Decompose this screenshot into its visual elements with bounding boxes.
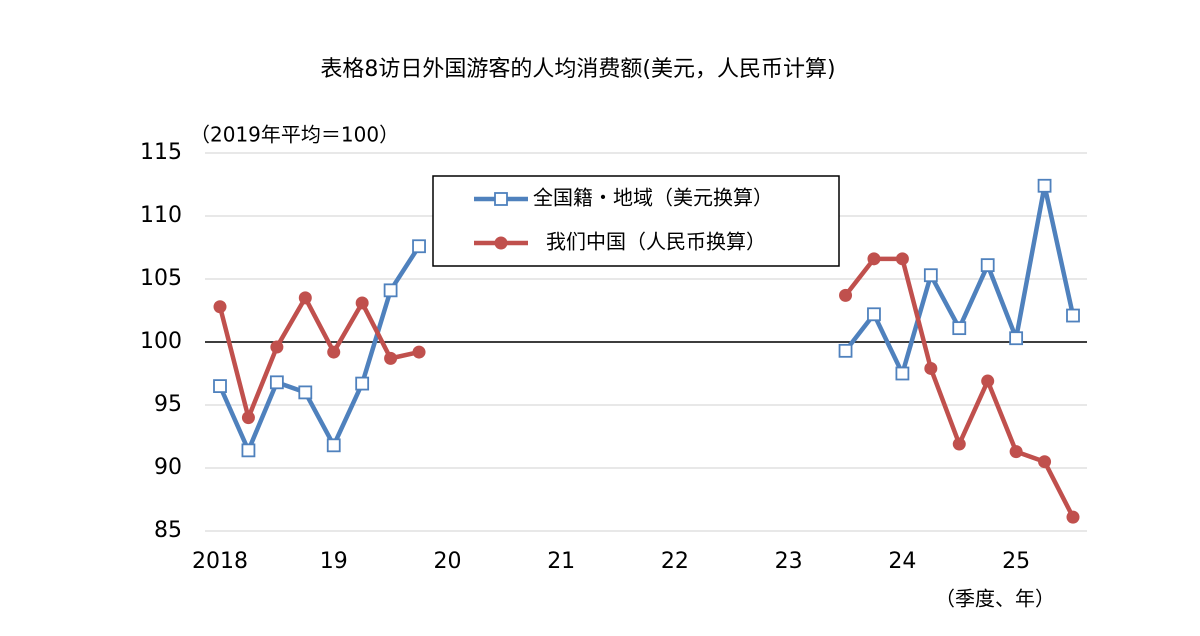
marker bbox=[867, 252, 881, 266]
marker bbox=[298, 385, 313, 400]
marker bbox=[355, 376, 370, 391]
x-tick-label: 21 bbox=[547, 549, 575, 574]
marker bbox=[213, 300, 227, 314]
chart-title: 表格8访日外国游客的人均消费额(美元，人民币计算) bbox=[320, 57, 835, 82]
marker bbox=[1009, 331, 1024, 346]
marker bbox=[895, 252, 909, 266]
marker bbox=[355, 296, 369, 310]
x-axis-label: （季度、年） bbox=[935, 587, 1055, 611]
legend-marker bbox=[494, 236, 508, 250]
marker bbox=[867, 307, 881, 322]
x-tick-label: 2018 bbox=[192, 549, 248, 574]
x-tick-label: 19 bbox=[320, 549, 348, 574]
marker bbox=[839, 288, 853, 302]
marker bbox=[270, 340, 284, 354]
marker bbox=[952, 321, 967, 336]
marker bbox=[1037, 178, 1052, 193]
marker bbox=[1038, 455, 1052, 469]
marker bbox=[412, 345, 426, 359]
marker bbox=[1066, 308, 1080, 323]
marker bbox=[980, 258, 995, 273]
y-axis-label: （2019年平均＝100） bbox=[190, 123, 399, 147]
legend: 全国籍・地域（美元换算） 我们中国（人民币换算） bbox=[432, 175, 840, 267]
x-tick-label: 22 bbox=[661, 549, 689, 574]
x-tick-label: 25 bbox=[1002, 549, 1030, 574]
y-tick-label: 105 bbox=[140, 266, 182, 291]
legend-box bbox=[432, 175, 840, 267]
marker bbox=[838, 343, 853, 358]
marker bbox=[924, 361, 938, 375]
x-tick-label: 23 bbox=[775, 549, 803, 574]
marker bbox=[952, 437, 966, 451]
marker bbox=[269, 375, 284, 390]
marker bbox=[327, 345, 341, 359]
marker bbox=[213, 379, 227, 394]
y-tick-label: 95 bbox=[154, 392, 182, 417]
marker bbox=[241, 443, 256, 458]
y-tick-label: 115 bbox=[140, 140, 182, 165]
legend-marker bbox=[494, 192, 508, 206]
marker bbox=[384, 351, 398, 365]
y-tick-label: 85 bbox=[154, 518, 182, 543]
marker bbox=[241, 411, 255, 425]
marker bbox=[895, 366, 910, 381]
marker bbox=[383, 283, 398, 298]
y-tick-label: 110 bbox=[140, 203, 182, 228]
marker bbox=[298, 291, 312, 305]
marker bbox=[1066, 510, 1080, 524]
x-tick-label: 24 bbox=[888, 549, 916, 574]
marker bbox=[981, 374, 995, 388]
marker bbox=[326, 438, 341, 453]
marker bbox=[412, 239, 426, 254]
marker bbox=[1009, 445, 1023, 459]
y-tick-label: 90 bbox=[154, 455, 182, 480]
legend-label: 全国籍・地域（美元换算） bbox=[533, 186, 773, 210]
legend-label: 我们中国（人民币换算） bbox=[546, 230, 766, 254]
x-tick-label: 20 bbox=[433, 549, 461, 574]
y-tick-label: 100 bbox=[140, 329, 182, 354]
marker bbox=[923, 268, 938, 283]
